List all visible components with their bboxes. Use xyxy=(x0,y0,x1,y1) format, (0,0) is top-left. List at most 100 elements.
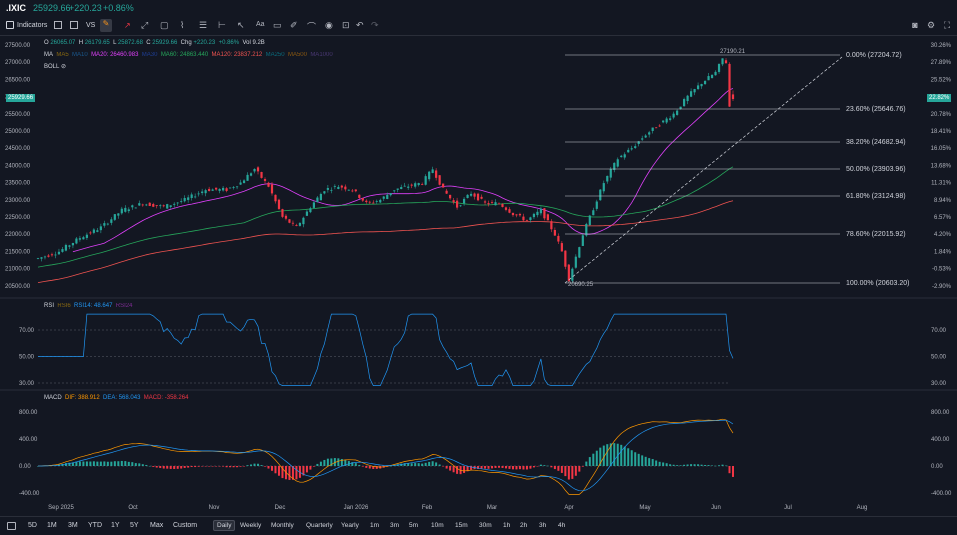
interval-1h[interactable]: 1h xyxy=(503,522,511,529)
macd-legend[interactable]: MACD DIF: 388.912 DEA: 568.043 MACD: -35… xyxy=(44,395,189,401)
pct-axis-label: 4.20% xyxy=(934,232,952,238)
layout-icon[interactable] xyxy=(54,21,62,29)
compare-icon[interactable] xyxy=(70,21,78,29)
candle-body xyxy=(222,187,225,191)
shape-icon[interactable]: ▢ xyxy=(160,20,169,30)
interval-daily[interactable]: Daily xyxy=(213,520,236,531)
interval-3m[interactable]: 3m xyxy=(390,522,400,529)
rsi-legend[interactable]: RSI RSI6 RSI14: 48.647 RSI24 xyxy=(44,303,133,309)
symbol-name[interactable]: .IXIC xyxy=(6,3,27,13)
cursor-icon[interactable]: ↖ xyxy=(237,20,245,30)
fib-level-label: 23.60% (25646.76) xyxy=(846,106,906,113)
candle-body xyxy=(501,203,504,207)
macd-histogram-bar xyxy=(344,460,347,466)
interval-10m[interactable]: 10m xyxy=(431,522,444,529)
indicators-icon[interactable] xyxy=(6,21,14,29)
camera-icon[interactable]: ◙ xyxy=(912,20,918,30)
candle-body xyxy=(567,264,570,282)
range-custom[interactable]: Custom xyxy=(173,522,198,529)
macd-histogram-bar xyxy=(494,466,497,468)
range-5y[interactable]: 5Y xyxy=(130,522,139,529)
interval-monthly[interactable]: Monthly xyxy=(271,522,294,529)
candle-body xyxy=(57,251,61,255)
path-icon[interactable]: ⌇ xyxy=(180,20,185,30)
fib-icon[interactable]: ☰ xyxy=(199,20,208,30)
candle-body xyxy=(665,118,668,123)
macd-histogram-bar xyxy=(484,466,487,469)
range-max[interactable]: Max xyxy=(150,522,164,529)
marker-icon[interactable]: ↗ xyxy=(124,21,131,30)
macd-histogram-bar xyxy=(152,466,155,467)
candle-body xyxy=(469,193,473,196)
range-1y[interactable]: 1Y xyxy=(111,522,120,529)
rsi-line xyxy=(38,313,734,386)
macd-histogram-bar xyxy=(456,466,459,474)
interval-5m[interactable]: 5m xyxy=(409,522,419,529)
chart-canvas[interactable]: 27500.0027000.0026500.0026000.0025500.00… xyxy=(0,36,957,516)
macd-histogram-bar xyxy=(166,466,169,469)
interval-2h[interactable]: 2h xyxy=(520,522,528,529)
price-axis-label: 21000.00 xyxy=(5,267,31,273)
text-icon[interactable]: Aa xyxy=(256,21,265,28)
range-3m[interactable]: 3M xyxy=(68,522,78,529)
indicators-button[interactable]: Indicators xyxy=(17,22,48,29)
interval-15m[interactable]: 15m xyxy=(455,522,468,529)
candle-body xyxy=(637,141,640,144)
range-1m[interactable]: 1M xyxy=(47,522,57,529)
macd-histogram-bar xyxy=(96,461,99,466)
candle-body xyxy=(644,135,647,138)
lock-icon[interactable]: ⊡ xyxy=(342,20,350,30)
crosshair-icon[interactable]: ✎ xyxy=(100,19,112,32)
boll-legend[interactable]: BOLL ⊘ xyxy=(44,64,67,70)
candle-body xyxy=(204,190,207,194)
pct-axis-label: 1.84% xyxy=(934,249,952,255)
macd-histogram-bar xyxy=(431,461,434,466)
fullscreen-icon[interactable]: ⛶ xyxy=(943,20,951,30)
interval-quarterly[interactable]: Quarterly xyxy=(306,522,333,529)
brush-icon[interactable]: ✐ xyxy=(290,20,298,30)
calendar-icon[interactable] xyxy=(7,522,16,530)
macd-histogram-bar xyxy=(68,462,71,466)
candle-body xyxy=(529,217,532,221)
macd-histogram-bar xyxy=(571,466,574,479)
macd-histogram-bar xyxy=(225,466,228,468)
candle-body xyxy=(717,63,721,72)
eye-icon[interactable]: ◉ xyxy=(325,20,333,30)
ma-legend[interactable]: MA MA5 MA10 MA20: 26460.983 MA30 MA60: 2… xyxy=(44,52,333,58)
candle-body xyxy=(731,94,735,100)
candle-body xyxy=(539,208,543,214)
macd-histogram-bar xyxy=(655,460,658,466)
interval-4h[interactable]: 4h xyxy=(558,522,566,529)
pct-axis-label: 13.68% xyxy=(931,163,952,169)
candle-body xyxy=(707,76,710,81)
candle-body xyxy=(78,238,82,240)
interval-30m[interactable]: 30m xyxy=(479,522,492,529)
measure-icon[interactable]: ⊢ xyxy=(218,20,226,30)
macd-histogram-bar xyxy=(169,466,172,469)
range-5d[interactable]: 5D xyxy=(28,522,37,529)
interval-weekly[interactable]: Weekly xyxy=(240,522,262,529)
redo-icon[interactable]: ↷ xyxy=(371,20,379,30)
candle-body xyxy=(445,190,448,194)
comment-icon[interactable]: ▭ xyxy=(273,20,282,30)
macd-histogram-bar xyxy=(103,461,106,466)
candle-body xyxy=(155,205,158,207)
interval-1m[interactable]: 1m xyxy=(370,522,380,529)
x-axis-label: Oct xyxy=(128,505,138,511)
interval-3h[interactable]: 3h xyxy=(539,522,547,529)
candle-body xyxy=(655,127,658,129)
candle-body xyxy=(54,254,57,256)
range-ytd[interactable]: YTD xyxy=(88,522,102,529)
trendline-icon[interactable]: ⤢ xyxy=(141,20,149,30)
vs-button[interactable]: VS xyxy=(86,22,96,29)
macd-histogram-bar xyxy=(305,466,308,473)
eye-off-icon[interactable]: ⊘ xyxy=(61,64,67,70)
interval-yearly[interactable]: Yearly xyxy=(341,522,359,529)
macd-histogram-bar xyxy=(435,462,438,466)
undo-icon[interactable]: ↶ xyxy=(356,20,364,30)
settings-icon[interactable]: ⚙ xyxy=(926,20,936,30)
candle-body xyxy=(581,235,584,246)
magnet-icon[interactable]: ⌒ xyxy=(307,22,317,32)
macd-histogram-bar xyxy=(648,458,651,466)
candle-body xyxy=(648,132,651,135)
